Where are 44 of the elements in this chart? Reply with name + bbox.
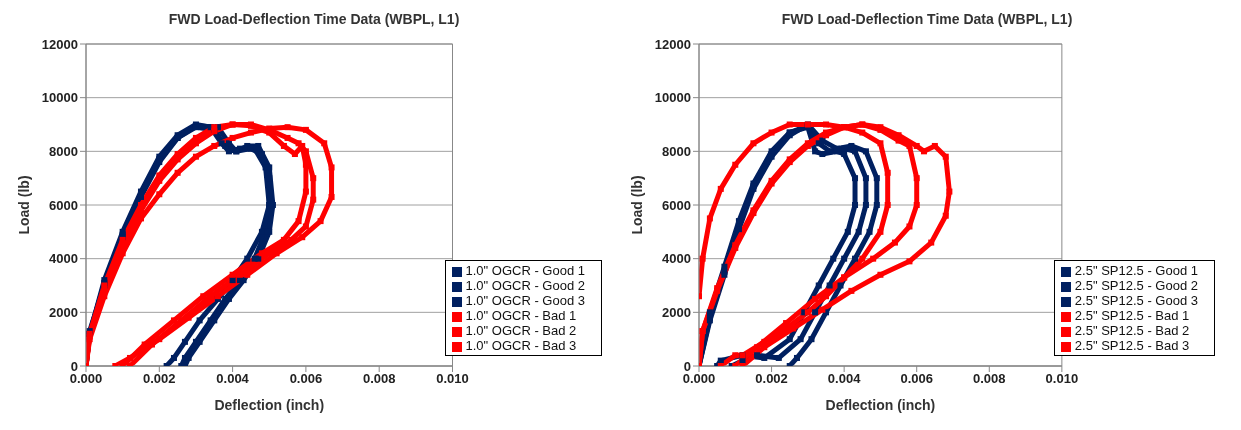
x-tick-label: 0.002 xyxy=(143,371,176,387)
y-tick-label: 10000 xyxy=(41,90,78,106)
x-tick-label: 0.006 xyxy=(900,371,933,387)
legend-label: 1.0" OGCR - Good 3 xyxy=(465,293,585,308)
y-tick-label: 0 xyxy=(70,358,78,374)
y-tick-label: 6000 xyxy=(49,197,78,213)
y-tick-label: 10000 xyxy=(654,90,691,106)
y-tick-label: 6000 xyxy=(662,197,691,213)
x-tick-label: 0.006 xyxy=(289,371,323,387)
legend-label: 1.0" OGCR - Bad 1 xyxy=(465,308,577,323)
legend-label: 2.5" SP12.5 - Bad 3 xyxy=(1074,338,1190,353)
x-tick-label: 0.008 xyxy=(362,371,396,387)
y-axis-title: Load (lb) xyxy=(628,175,645,235)
y-tick-label: 4000 xyxy=(49,251,78,267)
y-axis-title: Load (lb) xyxy=(15,175,32,235)
legend-label: 2.5" SP12.5 - Good 1 xyxy=(1074,263,1198,278)
y-tick-label: 12000 xyxy=(654,36,691,52)
legend-label: 1.0" OGCR - Good 1 xyxy=(465,263,585,278)
x-tick-label: 0.000 xyxy=(682,371,716,387)
legend-label: 2.5" SP12.5 - Bad 2 xyxy=(1074,323,1190,338)
x-tick-label: 0.008 xyxy=(973,371,1006,387)
legend-label: 2.5" SP12.5 - Good 3 xyxy=(1074,293,1198,308)
y-tick-label: 2000 xyxy=(49,304,78,320)
x-tick-label: 0.004 xyxy=(827,371,862,387)
y-tick-label: 12000 xyxy=(41,36,78,52)
y-tick-label: 8000 xyxy=(662,143,691,159)
x-axis-title: Deflection (inch) xyxy=(825,397,936,413)
legend-label: 2.5" SP12.5 - Good 2 xyxy=(1074,278,1198,293)
legend-label: 1.0" OGCR - Bad 2 xyxy=(465,323,577,338)
x-tick-label: 0.010 xyxy=(1045,371,1079,387)
y-tick-label: 8000 xyxy=(49,143,78,159)
x-axis-title: Deflection (inch) xyxy=(214,397,325,413)
x-tick-label: 0.010 xyxy=(436,371,469,387)
x-tick-label: 0.002 xyxy=(755,371,788,387)
legend-label: 2.5" SP12.5 - Bad 1 xyxy=(1074,308,1190,323)
x-tick-label: 0.004 xyxy=(216,371,250,387)
chart-title: FWD Load-Deflection Time Data (WBPL, L1) xyxy=(167,10,461,29)
chart-title: FWD Load-Deflection Time Data (WBPL, L1) xyxy=(780,10,1074,29)
y-tick-label: 0 xyxy=(683,358,691,374)
y-tick-label: 2000 xyxy=(662,304,691,320)
x-tick-label: 0.000 xyxy=(69,371,103,387)
legend-label: 1.0" OGCR - Bad 3 xyxy=(465,338,577,353)
y-tick-label: 4000 xyxy=(662,251,691,267)
legend-label: 1.0" OGCR - Good 2 xyxy=(465,278,585,293)
